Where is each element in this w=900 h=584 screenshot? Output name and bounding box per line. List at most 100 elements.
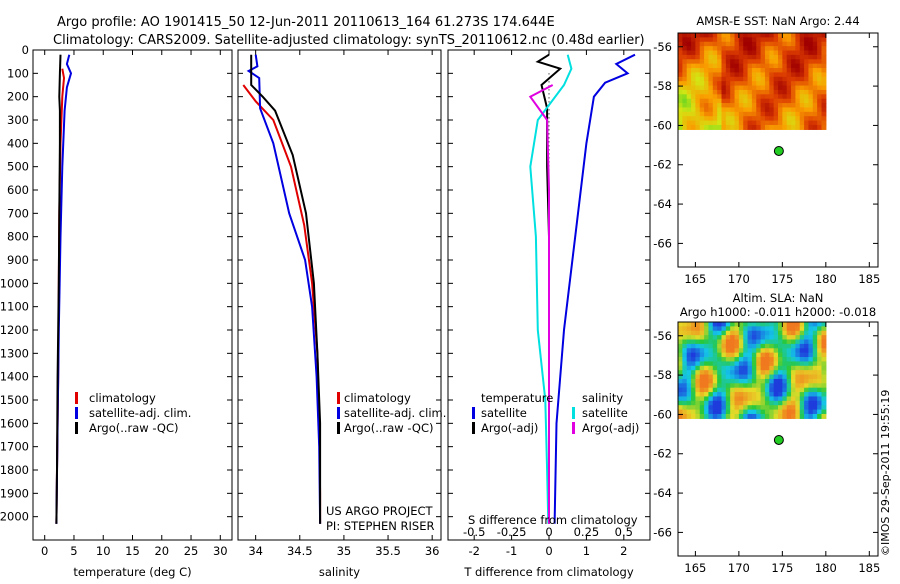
heatmap-cell (795, 392, 801, 398)
x-tick-label: 170 (728, 561, 750, 575)
heatmap-cell (712, 41, 718, 47)
heatmap-cell (812, 370, 818, 376)
heatmap-cell (695, 54, 701, 60)
heatmap-cell (756, 41, 762, 47)
heatmap-cell (773, 116, 779, 122)
heatmap-cell (756, 383, 762, 389)
heatmap-cell (778, 378, 783, 384)
heatmap-cell (778, 405, 783, 411)
heatmap-cell (708, 335, 714, 341)
heatmap-cell (804, 374, 810, 380)
heatmap-cell (812, 343, 818, 349)
heatmap-cell (782, 357, 788, 363)
heatmap-cell (730, 98, 736, 104)
heatmap-cell (738, 330, 744, 336)
heatmap-cell (734, 116, 740, 122)
heatmap-cell (691, 63, 696, 69)
heatmap-cell (682, 81, 688, 87)
heatmap-cell (717, 330, 723, 336)
heatmap-cell (760, 374, 766, 380)
heatmap-cell (804, 339, 810, 345)
heatmap-cell (812, 76, 818, 82)
heatmap-cell (717, 98, 723, 104)
heatmap-cell (691, 400, 696, 406)
heatmap-cell (782, 98, 788, 104)
heatmap-cell (691, 330, 696, 336)
map-title: Altim. SLA: NaN (733, 291, 824, 305)
heatmap-cell (725, 357, 731, 363)
heatmap-cell (747, 116, 753, 122)
x-tick-label: 1 (583, 544, 590, 558)
heatmap-cell (756, 365, 762, 371)
heatmap-cell (799, 330, 805, 336)
heatmap-cell (747, 50, 753, 56)
heatmap-cell (812, 59, 818, 65)
heatmap-cell (743, 383, 749, 389)
heatmap-cell (682, 107, 688, 113)
heatmap-cell (747, 63, 753, 69)
heatmap-cell (764, 326, 770, 332)
heatmap-cell (769, 124, 775, 130)
heatmap-cell (760, 352, 766, 358)
heatmap-cell (708, 76, 714, 82)
heatmap-cell (682, 120, 688, 126)
heatmap-cell (778, 41, 783, 47)
heatmap-cell (799, 89, 805, 95)
heatmap-cell (721, 409, 727, 415)
legend-label-argo: Argo(..raw -QC) (89, 421, 179, 435)
heatmap-cell (678, 370, 683, 376)
heatmap-cell (730, 326, 736, 332)
legend-title-salinity: salinity (582, 391, 623, 405)
heatmap-cell (721, 378, 727, 384)
heatmap-cell (717, 326, 723, 332)
heatmap-cell (699, 383, 705, 389)
heatmap-cell (817, 81, 823, 87)
heatmap-cell (778, 59, 783, 65)
heatmap-cell (821, 41, 827, 47)
heatmap-cell (782, 409, 788, 415)
heatmap-cell (695, 94, 701, 100)
heatmap-cell (769, 374, 775, 380)
heatmap-cell (821, 400, 827, 406)
heatmap-cell (721, 111, 727, 117)
heatmap-cell (821, 370, 827, 376)
heatmap-cell (725, 33, 731, 38)
heatmap-cell (751, 396, 757, 402)
heatmap-cell (695, 326, 701, 332)
heatmap-cell (743, 76, 749, 82)
y-tick-label: 600 (7, 183, 29, 197)
heatmap-cell (764, 41, 770, 47)
heatmap-cell (725, 89, 731, 95)
heatmap-cell (682, 413, 688, 419)
heatmap-cell (743, 335, 749, 341)
heatmap-cell (686, 89, 692, 95)
heatmap-cell (808, 343, 814, 349)
heatmap-cell (691, 54, 696, 60)
heatmap-cell (738, 343, 744, 349)
heatmap-cell (717, 120, 723, 126)
heatmap-cell (708, 59, 714, 65)
heatmap-cell (678, 103, 683, 109)
heatmap-cell (678, 72, 683, 78)
heatmap-cell (817, 103, 823, 109)
heatmap-cell (712, 76, 718, 82)
x-tick-label: 0 (41, 544, 48, 558)
heatmap-cell (708, 72, 714, 78)
heatmap-cell (734, 107, 740, 113)
heatmap-cell (791, 103, 796, 109)
y-tick-label: 1000 (0, 276, 29, 290)
heatmap-cell (791, 94, 796, 100)
heatmap-cell (760, 120, 766, 126)
heatmap-cell (760, 37, 766, 43)
heatmap-cell (725, 68, 731, 74)
heatmap-cell (760, 124, 766, 130)
heatmap-cell (760, 107, 766, 113)
heatmap-cell (717, 405, 723, 411)
heatmap-cell (691, 370, 696, 376)
heatmap-cell (817, 357, 823, 363)
heatmap-cell (808, 94, 814, 100)
heatmap-cell (695, 374, 701, 380)
heatmap-cell (747, 59, 753, 65)
heatmap-cell (817, 361, 823, 367)
heatmap-cell (808, 98, 814, 104)
